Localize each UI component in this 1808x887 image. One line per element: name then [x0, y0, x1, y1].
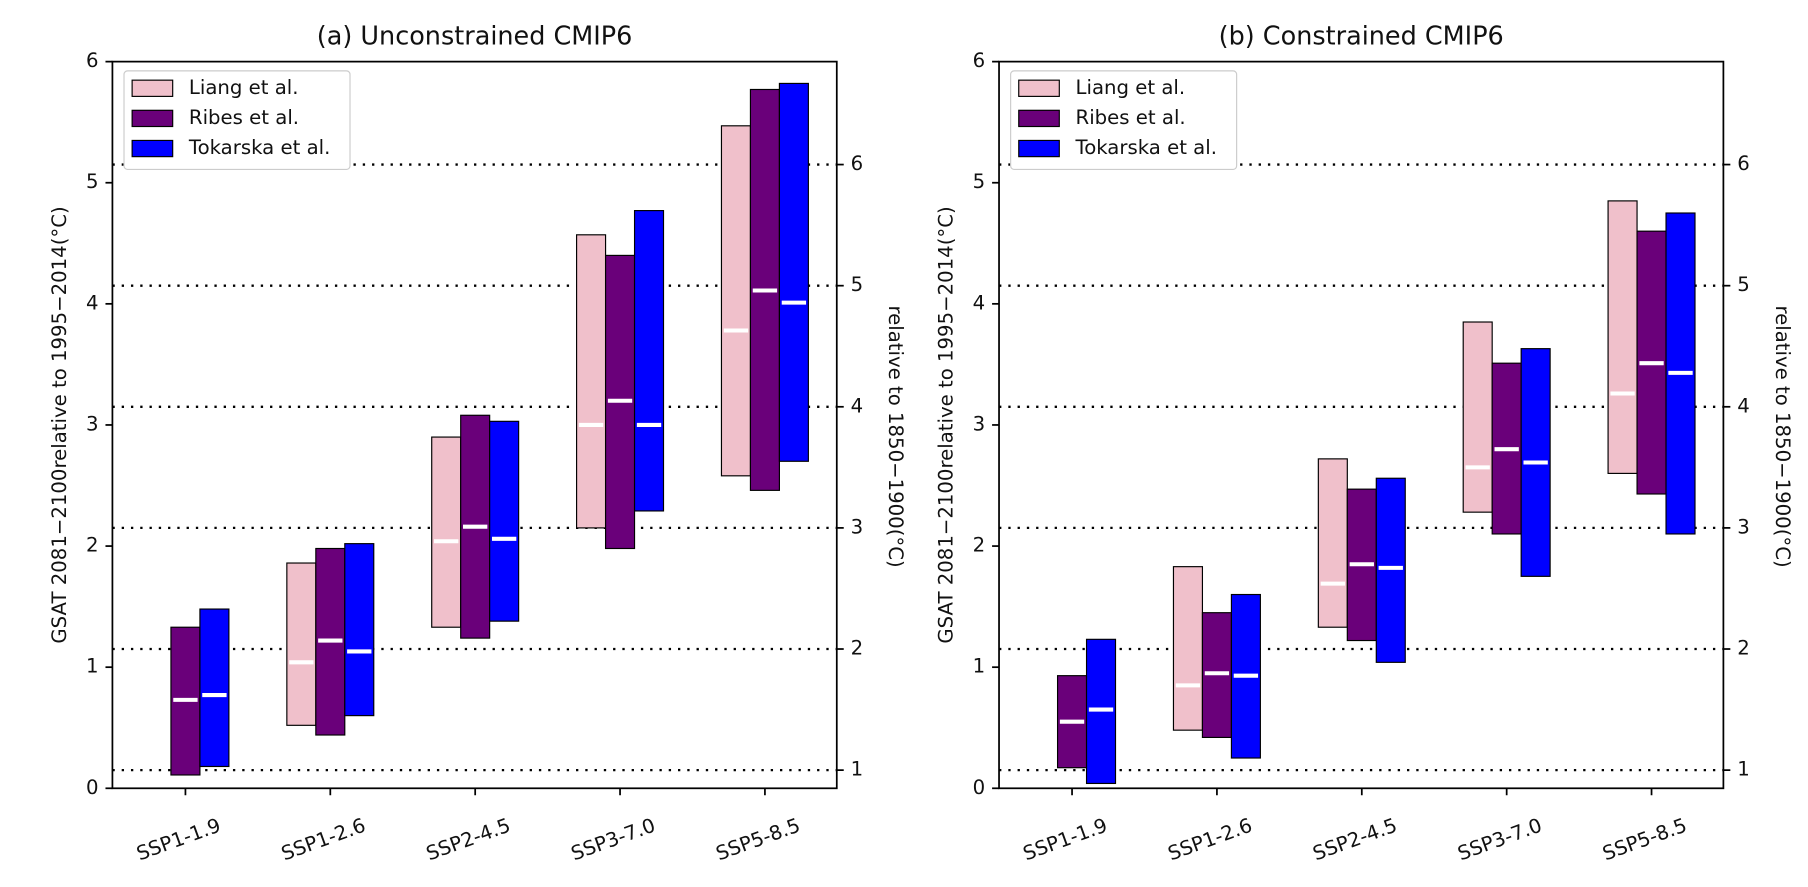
- x-tick-label: SSP2-4.5: [423, 814, 513, 866]
- y-tick-label: 6: [86, 49, 99, 72]
- range-bar: [576, 234, 607, 529]
- y-tick-label: 2: [86, 534, 99, 557]
- chart-title: (a) Unconstrained CMIP6: [317, 21, 633, 51]
- range-bar: [1607, 200, 1638, 474]
- y2-axis-label: relative to 1850−1900(°C): [1771, 305, 1794, 567]
- y2-tick-label: 5: [851, 273, 864, 296]
- y-axis-label: GSAT 2081−2100relative to 1995−2014(°C): [934, 206, 957, 643]
- x-tick-label: SSP2-4.5: [1310, 814, 1400, 866]
- y2-tick-label: 2: [1737, 637, 1750, 660]
- legend-box: [123, 70, 351, 170]
- legend-label: Liang et al.: [189, 76, 299, 99]
- y2-tick-label: 1: [1737, 758, 1750, 781]
- range-bar: [1317, 458, 1348, 628]
- legend-label: Tokarska et al.: [188, 136, 330, 159]
- y-tick-label: 0: [86, 776, 99, 799]
- y-tick-label: 2: [973, 534, 986, 557]
- legend-label: Tokarska et al.: [1075, 136, 1217, 159]
- legend-label: Liang et al.: [1076, 76, 1186, 99]
- y-tick-label: 1: [86, 655, 99, 678]
- x-tick-label: SSP1-1.9: [133, 814, 223, 866]
- range-bar: [489, 420, 520, 622]
- legend-swatch: [1018, 139, 1060, 158]
- plot-frame: [111, 60, 838, 790]
- legend-swatch: [131, 79, 174, 97]
- range-bar: [1462, 321, 1493, 513]
- y2-tick-label: 2: [851, 637, 864, 660]
- x-tick-label: SSP1-2.6: [1165, 814, 1255, 866]
- range-bar: [1375, 477, 1406, 663]
- range-bar: [633, 210, 665, 512]
- range-bar: [720, 125, 752, 477]
- legend-swatch: [1018, 109, 1060, 128]
- legend-label: Ribes et al.: [189, 106, 299, 129]
- legend-swatch: [131, 109, 174, 128]
- y-tick-label: 4: [973, 291, 986, 314]
- y-axis-label: GSAT 2081−2100relative to 1995−2014(°C): [48, 206, 71, 643]
- y2-tick-label: 6: [851, 152, 864, 175]
- x-tick-label: SSP1-2.6: [278, 814, 368, 866]
- y-tick-label: 5: [973, 170, 986, 193]
- y2-tick-label: 3: [1737, 515, 1750, 538]
- plot-frame: [998, 60, 1725, 790]
- legend-label: Ribes et al.: [1076, 106, 1186, 129]
- y2-tick-label: 4: [1737, 394, 1750, 417]
- range-bar: [286, 562, 317, 726]
- y-tick-label: 1: [973, 655, 986, 678]
- y-tick-label: 4: [86, 291, 99, 314]
- range-bar: [778, 82, 809, 462]
- y2-tick-label: 5: [1737, 273, 1750, 296]
- y-tick-label: 6: [973, 49, 986, 72]
- legend-swatch: [131, 139, 174, 158]
- x-tick-label: SSP5-8.5: [1600, 814, 1690, 866]
- y-tick-label: 3: [86, 412, 99, 435]
- legend-swatch: [1018, 79, 1060, 97]
- range-bar: [431, 436, 462, 628]
- x-tick-label: SSP3-7.0: [1455, 814, 1545, 866]
- y-tick-label: 5: [86, 170, 99, 193]
- y2-tick-label: 6: [1737, 152, 1750, 175]
- legend-box: [1010, 70, 1238, 170]
- x-tick-label: SSP1-1.9: [1020, 814, 1110, 866]
- range-bar: [344, 543, 375, 717]
- range-bar: [199, 608, 230, 768]
- y2-tick-label: 4: [851, 394, 864, 417]
- y2-tick-label: 3: [851, 515, 864, 538]
- x-tick-label: SSP3-7.0: [568, 814, 658, 866]
- y2-tick-label: 1: [851, 758, 864, 781]
- y2-axis-label: relative to 1850−1900(°C): [884, 305, 907, 567]
- x-tick-label: SSP5-8.5: [713, 814, 803, 866]
- y-tick-label: 3: [973, 412, 986, 435]
- range-bar: [1172, 566, 1204, 731]
- y-tick-label: 0: [973, 776, 986, 799]
- chart-title: (b) Constrained CMIP6: [1219, 21, 1504, 51]
